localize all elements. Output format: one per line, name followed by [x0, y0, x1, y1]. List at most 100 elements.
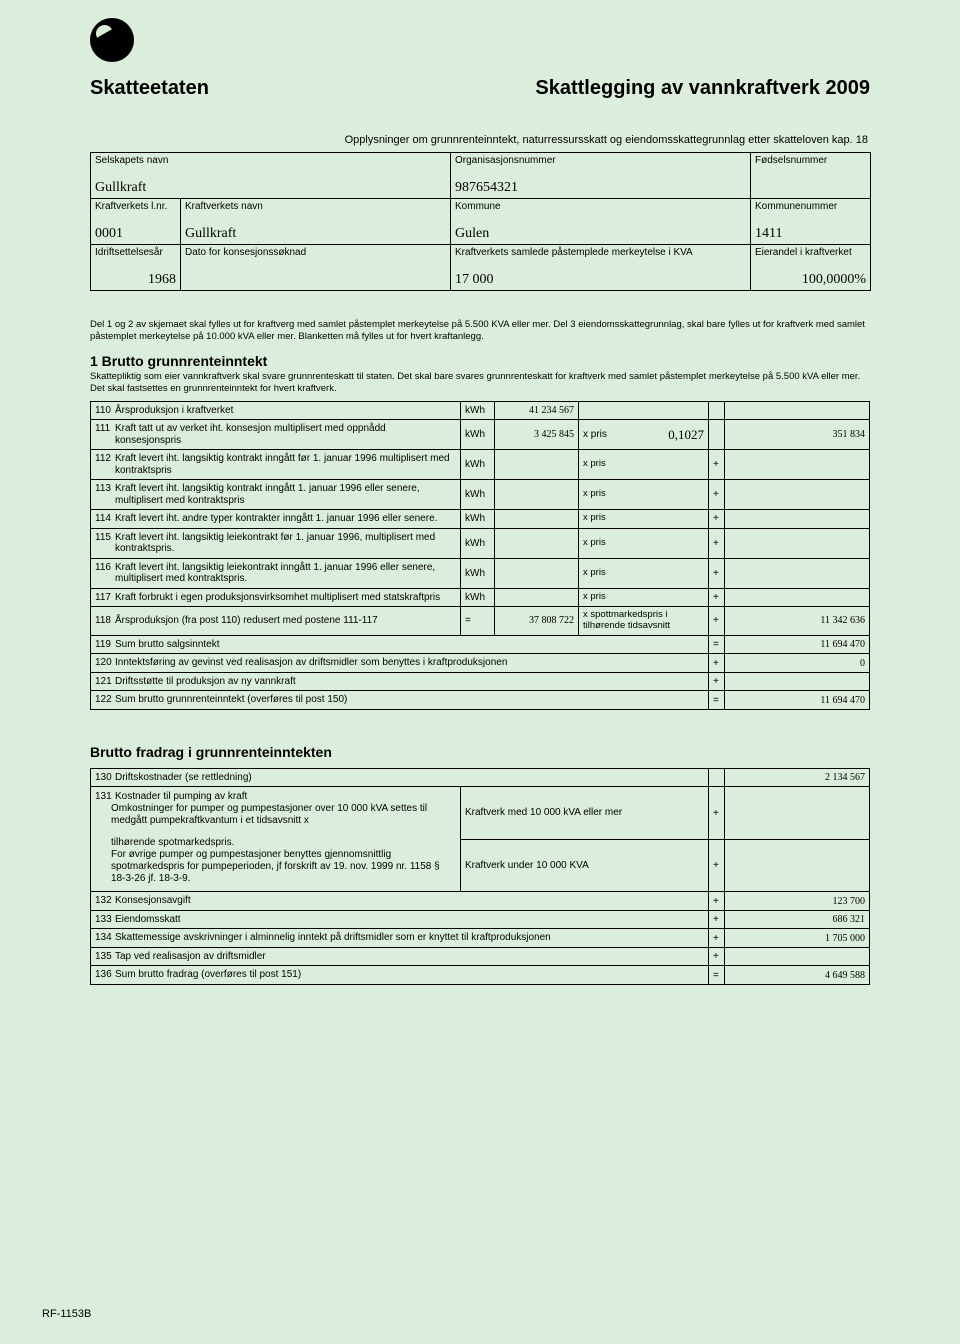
row-unit: kWh: [461, 401, 495, 420]
row-value: 4 649 588: [725, 966, 870, 985]
row-v1: [495, 450, 579, 480]
row-v2: 11 342 636: [725, 607, 870, 636]
row131-cat1: Kraftverk med 10 000 kVA eller mer: [461, 787, 709, 840]
row-c2: x pris: [579, 510, 709, 529]
section2-table: 130Driftskostnader (se rettledning) 2 13…: [90, 768, 870, 985]
lnr-value: 0001: [95, 226, 176, 242]
row-op: [709, 401, 725, 420]
section1-table: 110Årsproduksjon i kraftverketkWh41 234 …: [90, 401, 870, 710]
row-c2: x pris0,1027: [579, 420, 709, 450]
row-num: 121: [95, 676, 115, 688]
row-unit: kWh: [461, 510, 495, 529]
form-note: Del 1 og 2 av skjemaet skal fylles ut fo…: [90, 319, 870, 343]
row-v2: [725, 528, 870, 558]
row-desc: Kraft levert iht. langsiktig leiekontrak…: [115, 532, 452, 555]
row-unit: kWh: [461, 528, 495, 558]
row-unit: =: [461, 607, 495, 636]
row-num: 135: [95, 951, 115, 963]
row-op: =: [709, 691, 725, 710]
orgnr-value: 987654321: [455, 180, 746, 196]
kommune-label: Kommune: [455, 201, 746, 212]
section1-sub: Skattepliktig som eier vannkraftverk ska…: [90, 371, 870, 395]
row-op: +: [709, 654, 725, 673]
row-desc: Sum brutto grunnrenteinntekt (overføres …: [115, 694, 347, 705]
row131-sub1: Omkostninger for pumper og pumpestasjone…: [111, 803, 454, 827]
row-value: [725, 839, 870, 892]
row-desc: Kraft levert iht. langsiktig kontrakt in…: [115, 483, 452, 506]
row-op: +: [709, 947, 725, 966]
row-op: +: [709, 892, 725, 911]
fnr-label: Fødselsnummer: [755, 155, 866, 166]
row-v2: [725, 588, 870, 607]
row-v2: [725, 401, 870, 420]
subtitle: Opplysninger om grunnrenteinntekt, natur…: [90, 134, 870, 146]
company-info-box: Selskapets navn Gullkraft Organisasjonsn…: [90, 152, 871, 291]
row131-sub2: tilhørende spotmarkedspris. For øvrige p…: [91, 833, 460, 891]
row-v2: [725, 510, 870, 529]
row-v1: 3 425 845: [495, 420, 579, 450]
row-num: 110: [95, 405, 115, 417]
row-desc: Skattemessige avskrivninger i alminnelig…: [115, 932, 551, 943]
row-v1: [495, 510, 579, 529]
row-num: 134: [95, 932, 115, 944]
row-desc: Inntektsføring av gevinst ved realisasjo…: [115, 657, 507, 668]
row-op: +: [709, 558, 725, 588]
section2-title: Brutto fradrag i grunnrenteinntekten: [90, 744, 870, 760]
row-value: [725, 787, 870, 840]
row-num: 112: [95, 453, 115, 465]
row-v1: [495, 528, 579, 558]
eier-value: 100,0000%: [755, 272, 866, 288]
row-desc: Driftsstøtte til produksjon av ny vannkr…: [115, 676, 296, 687]
row-c2: x spottmarkedspris i tilhørende tidsavsn…: [579, 607, 709, 636]
row-value: 11 694 470: [725, 691, 870, 710]
agency-logo-icon: [90, 18, 134, 62]
row-desc: Sum brutto fradrag (overføres til post 1…: [115, 969, 301, 980]
row-value: 0: [725, 654, 870, 673]
row-c2: [579, 401, 709, 420]
selskap-value: Gullkraft: [95, 180, 446, 196]
page: Skatteetaten Skattlegging av vannkraftve…: [0, 0, 960, 1344]
row-desc: Sum brutto salgsinntekt: [115, 639, 220, 650]
row-op: +: [709, 607, 725, 636]
logo-wrap: [90, 18, 870, 67]
row-v2: [725, 558, 870, 588]
orgnr-label: Organisasjonsnummer: [455, 155, 746, 166]
row-unit: kWh: [461, 480, 495, 510]
row-op: [709, 420, 725, 450]
row-value: 1 705 000: [725, 929, 870, 948]
row-num: 113: [95, 483, 115, 495]
row-op: +: [709, 528, 725, 558]
agency-name: Skatteetaten: [90, 77, 209, 100]
kommune-value: Gulen: [455, 226, 746, 242]
kommunenr-label: Kommunenummer: [755, 201, 866, 212]
row-op: =: [709, 635, 725, 654]
section1-title: 1 Brutto grunnrenteinntekt: [90, 353, 870, 369]
row-value: 123 700: [725, 892, 870, 911]
row-desc: Kraft tatt ut av verket iht. konsesjon m…: [115, 423, 452, 446]
row-value: [725, 672, 870, 691]
row-v1: 41 234 567: [495, 401, 579, 420]
header-row: Skatteetaten Skattlegging av vannkraftve…: [90, 77, 870, 100]
row-desc: Kraft forbrukt i egen produksjonsvirksom…: [115, 592, 452, 604]
row-c2: x pris: [579, 450, 709, 480]
row-v1: [495, 588, 579, 607]
row-v1: [495, 558, 579, 588]
row131-cat2: Kraftverk under 10 000 KVA: [461, 839, 709, 892]
row-num: 119: [95, 639, 115, 651]
row-op: +: [709, 787, 725, 840]
row-value: 2 134 567: [725, 768, 870, 787]
row-desc: Eiendomsskatt: [115, 914, 181, 925]
row-v2: [725, 480, 870, 510]
row-unit: kWh: [461, 558, 495, 588]
row-c2: x pris: [579, 480, 709, 510]
row-num: 136: [95, 969, 115, 981]
row-desc: Driftskostnader (se rettledning): [115, 772, 252, 783]
row-num: 122: [95, 694, 115, 706]
row-c2: x pris: [579, 558, 709, 588]
dato-label: Dato for konsesjonssøknad: [185, 247, 446, 258]
row-unit: kWh: [461, 450, 495, 480]
row-op: =: [709, 966, 725, 985]
row-num: 116: [95, 562, 115, 574]
row-op: +: [709, 588, 725, 607]
row-op: +: [709, 672, 725, 691]
